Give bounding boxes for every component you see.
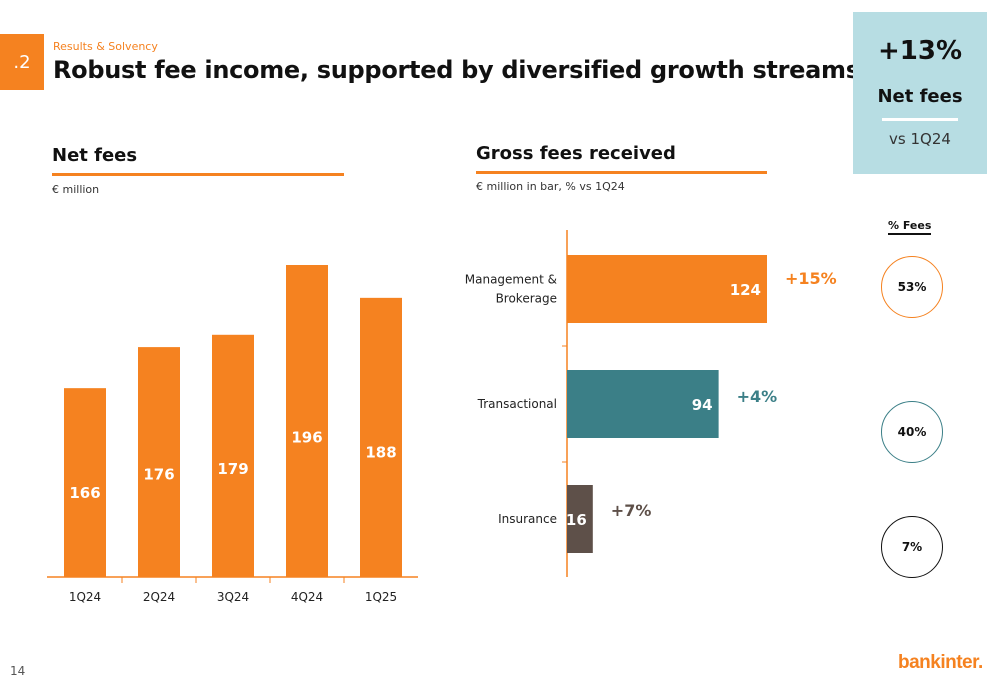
gross-fees-bar [567,370,719,438]
bankinter-logo: bankinter. [898,652,983,673]
fees-share-header: % Fees [888,219,932,235]
breadcrumb: Results & Solvency [53,40,158,53]
net-fees-category-label: 1Q24 [69,590,101,604]
gross-fees-bar [567,485,593,553]
net-fees-category-label: 1Q25 [365,590,397,604]
page-title: Robust fee income, supported by diversif… [53,56,860,84]
fees-share-management: 53% [881,256,943,318]
net-fees-category-label: 2Q24 [143,590,175,604]
net-fees-value-label: 179 [217,460,248,478]
net-fees-chart: 166 1Q24 176 2Q24 179 3Q24 196 4Q24 188 1Q25 [47,265,418,604]
net-fees-title-underline [52,173,344,176]
kpi-value: +13% [877,36,963,66]
gross-fees-category-label: Management & Brokerage [465,273,557,306]
net-fees-bar [138,347,180,577]
gross-fees-category-label: Insurance [498,512,557,526]
page-number: 14 [10,664,26,678]
gross-fees-unit: € million in bar, % vs 1Q24 [476,180,625,193]
net-fees-category-label: 3Q24 [217,590,249,604]
gross-fees-change-label: +15% [785,269,837,288]
net-fees-value-label: 196 [291,429,322,447]
gross-fees-change-label: +7% [611,501,652,520]
net-fees-unit: € million [52,183,100,196]
kpi-divider [882,118,958,121]
gross-fees-bar [567,255,767,323]
fees-share-transactional: 40% [881,401,943,463]
net-fees-bar [286,265,328,577]
net-fees-value-label: 176 [143,466,174,484]
gross-fees-title: Gross fees received [476,143,676,164]
kpi-comparison: vs 1Q24 [889,130,951,148]
net-fees-bar [64,388,106,577]
net-fees-value-label: 166 [69,484,100,502]
net-fees-title: Net fees [52,145,138,166]
fees-share-insurance: 7% [881,516,943,578]
net-fees-bar [212,334,254,577]
gross-fees-value-label: 124 [730,281,761,299]
net-fees-category-label: 4Q24 [291,590,323,604]
kpi-label: Net fees [877,86,963,107]
gross-fees-value-label: 16 [566,511,587,529]
gross-fees-change-label: +4% [737,387,778,406]
gross-fees-title-underline [476,171,767,174]
net-fees-bar [360,297,402,577]
gross-fees-category-label: Transactional [477,397,557,411]
gross-fees-chart: 124 +15% Management & Brokerage 94 +4% Transac… [465,230,837,577]
kpi-box: +13% Net fees vs 1Q24 [853,12,987,174]
gross-fees-value-label: 94 [692,396,713,414]
net-fees-value-label: 188 [365,443,396,461]
section-number-tag: .2 [0,34,44,90]
